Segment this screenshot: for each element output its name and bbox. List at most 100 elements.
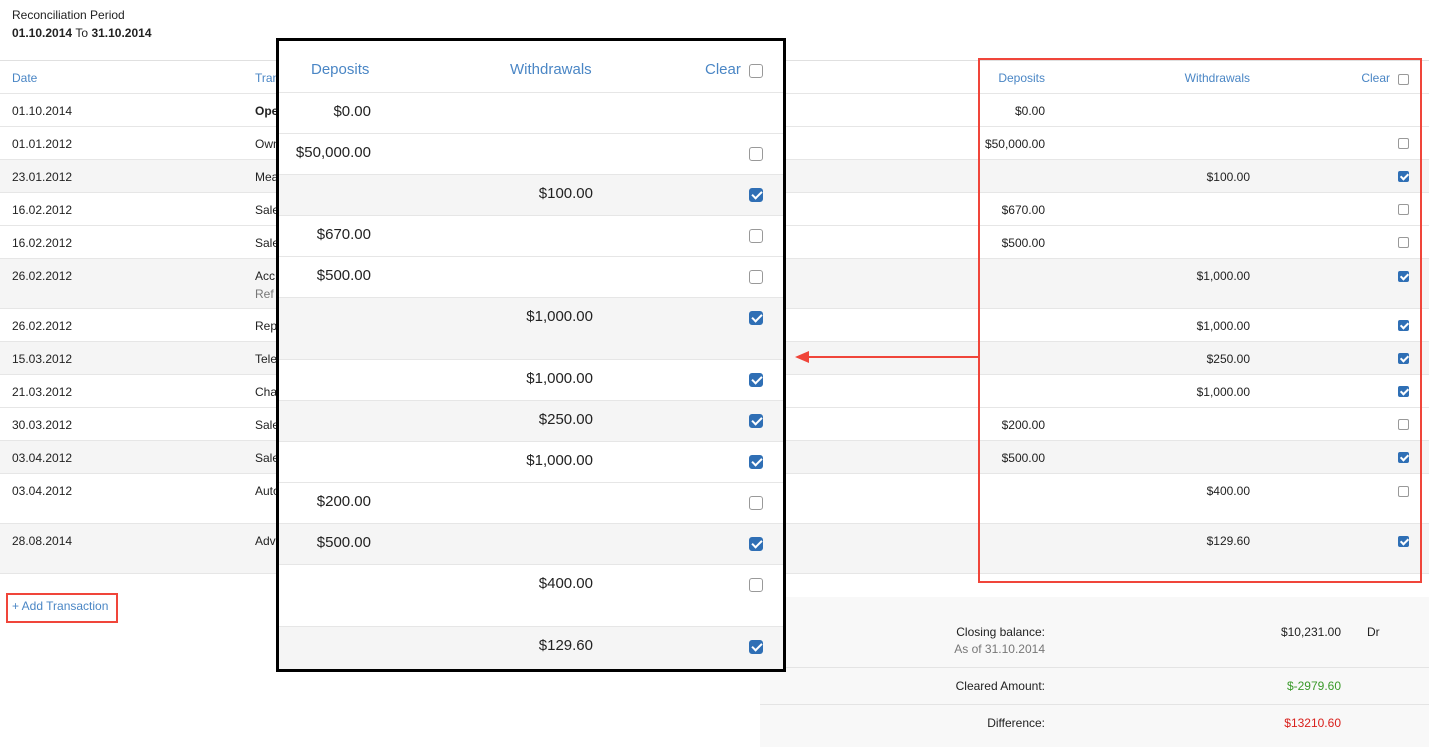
row-clear-checkbox[interactable] — [1398, 386, 1409, 397]
row-clear-checkbox[interactable] — [1398, 486, 1409, 497]
period-range: 01.10.2014 To 31.10.2014 — [12, 26, 152, 40]
inset-row: $0.00 — [279, 92, 783, 133]
row-clear-checkbox[interactable] — [1398, 419, 1409, 430]
inset-withdrawal: $100.00 — [538, 185, 593, 202]
row-clear-checkbox[interactable] — [1398, 452, 1409, 463]
inset-clear-checkbox[interactable] — [749, 496, 763, 510]
inset-clear-checkbox[interactable] — [749, 229, 763, 243]
row-clear-checkbox[interactable] — [1398, 353, 1409, 364]
row-clear-checkbox[interactable] — [1398, 204, 1409, 215]
inset-deposit: $50,000.00 — [295, 144, 371, 161]
inset-row: $500.00 — [279, 256, 783, 297]
inset-clear-checkbox[interactable] — [749, 640, 763, 654]
arrow-left-icon — [795, 351, 979, 363]
inset-deposit: $670.00 — [316, 226, 371, 243]
header-transaction: Tran — [255, 71, 280, 85]
row-deposit: $500.00 — [1001, 236, 1045, 250]
closing-value: $10,231.00 — [1280, 625, 1341, 639]
inset-clear-all-checkbox[interactable] — [749, 64, 763, 78]
highlight-box-columns — [978, 58, 1422, 583]
inset-clear-checkbox[interactable] — [749, 270, 763, 284]
row-date: 30.03.2012 — [12, 418, 73, 432]
header-clear: Clear — [1361, 71, 1390, 85]
inset-row: $50,000.00 — [279, 133, 783, 174]
row-transaction: Acc — [255, 269, 276, 283]
inset-withdrawal: $1,000.00 — [526, 452, 593, 469]
row-clear-checkbox[interactable] — [1398, 536, 1409, 547]
row-date: 15.03.2012 — [12, 352, 73, 366]
row-clear-checkbox[interactable] — [1398, 138, 1409, 149]
row-clear-checkbox[interactable] — [1398, 171, 1409, 182]
row-deposit: $670.00 — [1001, 203, 1045, 217]
period-from: 01.10.2014 — [12, 26, 73, 40]
inset-row: $1,000.00 — [279, 441, 783, 482]
inset-clear-checkbox[interactable] — [749, 188, 763, 202]
row-withdrawal: $1,000.00 — [1196, 269, 1250, 283]
cleared-row: Cleared Amount: $-2979.60 — [760, 668, 1429, 705]
row-clear-checkbox[interactable] — [1398, 320, 1409, 331]
inset-clear-checkbox[interactable] — [749, 147, 763, 161]
inset-deposit: $500.00 — [316, 534, 371, 551]
difference-label: Difference: — [987, 716, 1045, 730]
row-transaction: Rep — [255, 319, 278, 333]
add-transaction-link[interactable]: + Add Transaction — [12, 599, 109, 613]
row-date: 01.10.2014 — [12, 104, 73, 118]
clear-all-checkbox[interactable] — [1398, 74, 1409, 85]
row-date: 03.04.2012 — [12, 451, 73, 465]
inset-clear-checkbox[interactable] — [749, 578, 763, 592]
row-withdrawal: $100.00 — [1206, 170, 1250, 184]
row-transaction: Tele — [255, 352, 278, 366]
inset-row: $670.00 — [279, 215, 783, 256]
closing-label: Closing balance: — [956, 625, 1045, 639]
inset-row: $129.60 — [279, 626, 783, 669]
row-reference: Ref — [255, 287, 274, 301]
summary-panel: Closing balance: As of 31.10.2014 $10,23… — [760, 597, 1429, 747]
inset-header-clear: Clear — [705, 61, 741, 78]
row-withdrawal: $129.60 — [1206, 534, 1250, 548]
row-clear-checkbox[interactable] — [1398, 237, 1409, 248]
header-deposits: Deposits — [998, 71, 1045, 85]
inset-clear-checkbox[interactable] — [749, 414, 763, 428]
row-transaction: Mea — [255, 170, 279, 184]
inset-clear-checkbox[interactable] — [749, 311, 763, 325]
row-withdrawal: $250.00 — [1206, 352, 1250, 366]
inset-clear-checkbox[interactable] — [749, 537, 763, 551]
inset-withdrawal: $1,000.00 — [526, 308, 593, 325]
inset-clear-checkbox[interactable] — [749, 373, 763, 387]
row-transaction: Sale — [255, 451, 280, 465]
zoomed-columns-inset: Deposits Withdrawals Clear $0.00 $50,000.00 $… — [276, 38, 786, 672]
header-date: Date — [12, 71, 38, 85]
period-label: Reconciliation Period — [12, 8, 125, 22]
inset-row: $100.00 — [279, 174, 783, 215]
row-transaction: Own — [255, 137, 280, 151]
row-date: 26.02.2012 — [12, 269, 73, 283]
cleared-label: Cleared Amount: — [955, 679, 1045, 693]
row-transaction: Auto — [255, 484, 280, 498]
inset-row: $250.00 — [279, 400, 783, 441]
inset-deposit: $200.00 — [316, 493, 371, 510]
row-withdrawal: $1,000.00 — [1196, 319, 1250, 333]
row-transaction: Adv — [255, 534, 276, 548]
row-date: 03.04.2012 — [12, 484, 73, 498]
inset-row: $1,000.00 — [279, 297, 783, 359]
row-withdrawal: $400.00 — [1206, 484, 1250, 498]
row-deposit: $50,000.00 — [984, 137, 1045, 151]
difference-value: $13210.60 — [1284, 716, 1341, 730]
row-transaction: Sale — [255, 418, 280, 432]
period-to-word: To — [75, 26, 89, 40]
inset-clear-checkbox[interactable] — [749, 455, 763, 469]
closing-sub: As of 31.10.2014 — [954, 642, 1045, 656]
row-date: 16.02.2012 — [12, 236, 73, 250]
row-clear-checkbox[interactable] — [1398, 271, 1409, 282]
row-date: 01.01.2012 — [12, 137, 73, 151]
inset-row: $500.00 — [279, 523, 783, 564]
row-date: 23.01.2012 — [12, 170, 73, 184]
closing-type: Dr — [1367, 625, 1380, 639]
inset-withdrawal: $250.00 — [538, 411, 593, 428]
inset-header-deposits: Deposits — [311, 61, 370, 78]
row-transaction: Sale — [255, 236, 280, 250]
highlight-box-add — [6, 593, 118, 623]
cleared-value: $-2979.60 — [1286, 679, 1341, 693]
inset-row: $1,000.00 — [279, 359, 783, 400]
inset-deposit: $0.00 — [333, 103, 371, 120]
